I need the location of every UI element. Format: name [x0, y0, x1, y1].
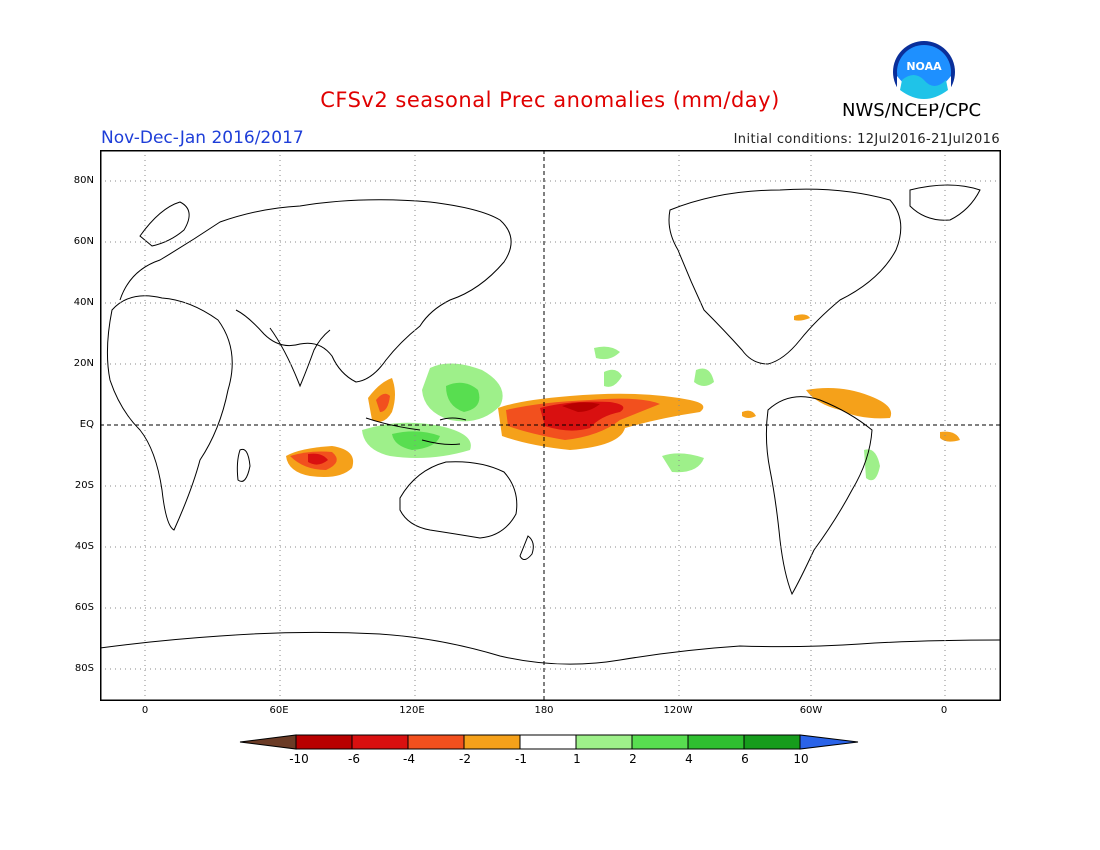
forecast-period: Nov-Dec-Jan 2016/2017 — [101, 128, 304, 148]
atlantic-dry-anomaly — [806, 388, 892, 419]
color-bar-label: -1 — [515, 752, 527, 766]
map-canvas — [100, 150, 1001, 701]
pacific-dry-patch — [742, 410, 756, 418]
africa-coastline — [106, 295, 233, 531]
maritime-wet-anomaly-core — [392, 431, 440, 450]
coastlines — [100, 184, 1001, 665]
australia-coastline — [399, 461, 518, 539]
color-bar — [238, 733, 864, 773]
indian-dry-anomaly-core — [308, 453, 328, 465]
color-bar-segment — [575, 734, 633, 750]
atlantic-dry-anomaly-east — [940, 431, 960, 442]
pacific-dry-anomaly-inner — [540, 401, 624, 431]
color-bar-label: 10 — [793, 752, 809, 766]
indonesia-coastline — [365, 417, 467, 445]
color-bar-label: 6 — [741, 752, 749, 766]
india-coastline — [269, 327, 331, 388]
anomaly-fields — [286, 314, 960, 481]
central-america-wet-patch — [694, 368, 714, 386]
lat-label: 40N — [73, 297, 94, 308]
atlantic-wet-patch — [864, 449, 880, 481]
initial-conditions: Initial conditions: 12Jul2016-21Jul2016 — [733, 132, 1000, 147]
color-bar-label: -4 — [403, 752, 415, 766]
lon-label: 120E — [399, 705, 425, 716]
lon-label: 0 — [141, 705, 149, 716]
pacific-wet-patch-3 — [604, 369, 622, 387]
color-bar-label: 2 — [629, 752, 637, 766]
lat-label: EQ — [79, 419, 94, 430]
lon-label: 180 — [534, 705, 554, 716]
noaa-logo-text: NOAA — [906, 60, 942, 73]
noaa-logo: NOAA — [892, 40, 956, 105]
color-bar-label: -10 — [289, 752, 309, 766]
lat-label: 60N — [73, 236, 94, 247]
south-america-coastline — [765, 396, 873, 596]
pacific-dry-anomaly-core — [562, 402, 600, 412]
color-bar-segment — [295, 734, 353, 750]
lat-label: 80N — [73, 175, 94, 186]
color-bar-arrow-low — [239, 734, 297, 750]
chart-title: CFSv2 seasonal Prec anomalies (mm/day) — [320, 88, 780, 112]
madagascar-coastline — [236, 448, 251, 482]
color-bar-segment — [687, 734, 745, 750]
lat-label: 20N — [73, 358, 94, 369]
lon-label: 60E — [269, 705, 289, 716]
anomaly-map — [100, 150, 1001, 701]
lat-label: 80S — [74, 663, 94, 674]
antarctica-coastline — [100, 631, 1001, 665]
pacific-wet-patch — [662, 453, 704, 473]
greenland-coastline — [909, 184, 981, 221]
lon-label: 120W — [663, 705, 693, 716]
lat-label: 40S — [74, 541, 94, 552]
color-bar-segment — [407, 734, 465, 750]
color-bar-label: 1 — [573, 752, 581, 766]
color-bar-label: 4 — [685, 752, 693, 766]
color-bar-label: -6 — [348, 752, 360, 766]
lon-label: 0 — [940, 705, 948, 716]
lat-label: 60S — [74, 602, 94, 613]
color-bar-segment — [631, 734, 689, 750]
color-bar-arrow-high — [799, 734, 859, 750]
map-frame — [100, 150, 1001, 701]
color-bar-segment — [743, 734, 801, 750]
color-bar-segment — [519, 734, 577, 750]
pacific-wet-patch-2 — [594, 346, 620, 360]
lat-label: 20S — [74, 480, 94, 491]
color-bar-label: -2 — [459, 752, 471, 766]
warm-pool-wet-anomaly-core — [446, 382, 480, 412]
new-zealand-coastline — [519, 535, 534, 560]
north-america-coastline — [668, 188, 902, 365]
lon-label: 60W — [799, 705, 823, 716]
sumatra-dry-anomaly-core — [376, 393, 390, 412]
atlantic-dry-patch-north — [794, 314, 810, 321]
agency-label: NWS/NCEP/CPC — [842, 100, 982, 121]
color-bar-segment — [463, 734, 521, 750]
color-bar-segment — [351, 734, 409, 750]
reference-lines — [100, 150, 1001, 701]
color-bar-canvas — [239, 734, 859, 750]
